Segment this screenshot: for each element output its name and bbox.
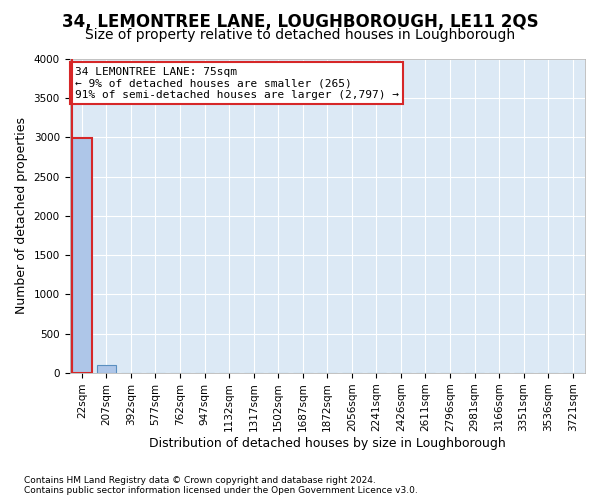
X-axis label: Distribution of detached houses by size in Loughborough: Distribution of detached houses by size … (149, 437, 506, 450)
Bar (97, 365, 116, 373)
Text: 34, LEMONTREE LANE, LOUGHBOROUGH, LE11 2QS: 34, LEMONTREE LANE, LOUGHBOROUGH, LE11 2… (62, 12, 538, 30)
Text: Contains HM Land Registry data © Crown copyright and database right 2024.
Contai: Contains HM Land Registry data © Crown c… (24, 476, 418, 495)
Y-axis label: Number of detached properties: Number of detached properties (15, 118, 28, 314)
Bar (72, 138, 92, 373)
Text: 34 LEMONTREE LANE: 75sqm
← 9% of detached houses are smaller (265)
91% of semi-d: 34 LEMONTREE LANE: 75sqm ← 9% of detache… (74, 67, 398, 100)
Text: Size of property relative to detached houses in Loughborough: Size of property relative to detached ho… (85, 28, 515, 42)
